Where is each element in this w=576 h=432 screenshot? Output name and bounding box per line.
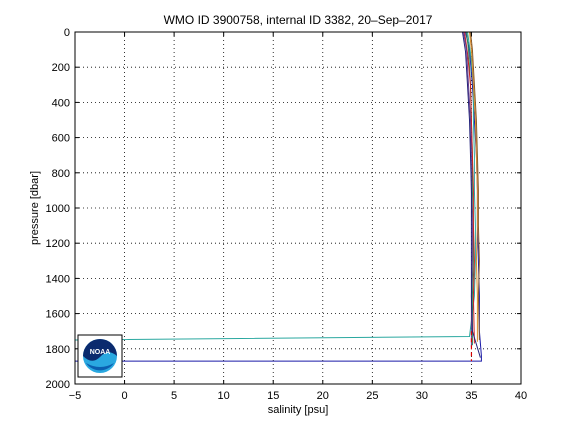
y-tick-label: 1000: [46, 203, 70, 215]
y-tick-label: 1800: [46, 344, 70, 356]
y-axis-label: pressure [dbar]: [29, 171, 41, 245]
salinity-profile-line-5: [464, 31, 475, 344]
x-tick-label: −5: [69, 390, 82, 402]
chart-title: WMO ID 3900758, internal ID 3382, 20–Sep…: [164, 13, 433, 27]
x-tick-label: 10: [218, 390, 230, 402]
x-tick-label: 15: [267, 390, 279, 402]
y-tick-label: 1400: [46, 273, 70, 285]
y-tick-label: 400: [52, 97, 70, 109]
logo-wave-shape: [86, 363, 114, 371]
salinity-profile-line-7: [470, 31, 480, 341]
y-tick-label: 800: [52, 168, 70, 180]
y-tick-label: 1200: [46, 238, 70, 250]
y-tick-label: 1600: [46, 309, 70, 321]
logo-text: NOAA: [90, 349, 111, 356]
y-tick-label: 200: [52, 62, 70, 74]
x-tick-label: 0: [121, 390, 127, 402]
salinity-profile-line-8: [462, 31, 481, 358]
x-tick-label: 20: [317, 390, 329, 402]
x-tick-label: 40: [515, 390, 527, 402]
y-tick-label: 0: [64, 27, 70, 39]
x-tick-label: 30: [416, 390, 428, 402]
x-axis-label: salinity [psu]: [268, 404, 329, 416]
salinity-profile-line-4: [469, 31, 478, 342]
logo-bird-shape: [83, 339, 117, 361]
noaa-logo: NOAA: [77, 334, 123, 378]
x-tick-label: 5: [171, 390, 177, 402]
y-tick-label: 600: [52, 133, 70, 145]
series-layer: [74, 31, 482, 362]
axis-ticks: −5 0 5 10 15 20 25 30 35 400200400600800100012001…: [46, 27, 528, 402]
plot-area: [75, 32, 521, 384]
y-tick-label: 2000: [46, 379, 70, 391]
x-tick-label: 25: [366, 390, 378, 402]
x-tick-label: 35: [465, 390, 477, 402]
